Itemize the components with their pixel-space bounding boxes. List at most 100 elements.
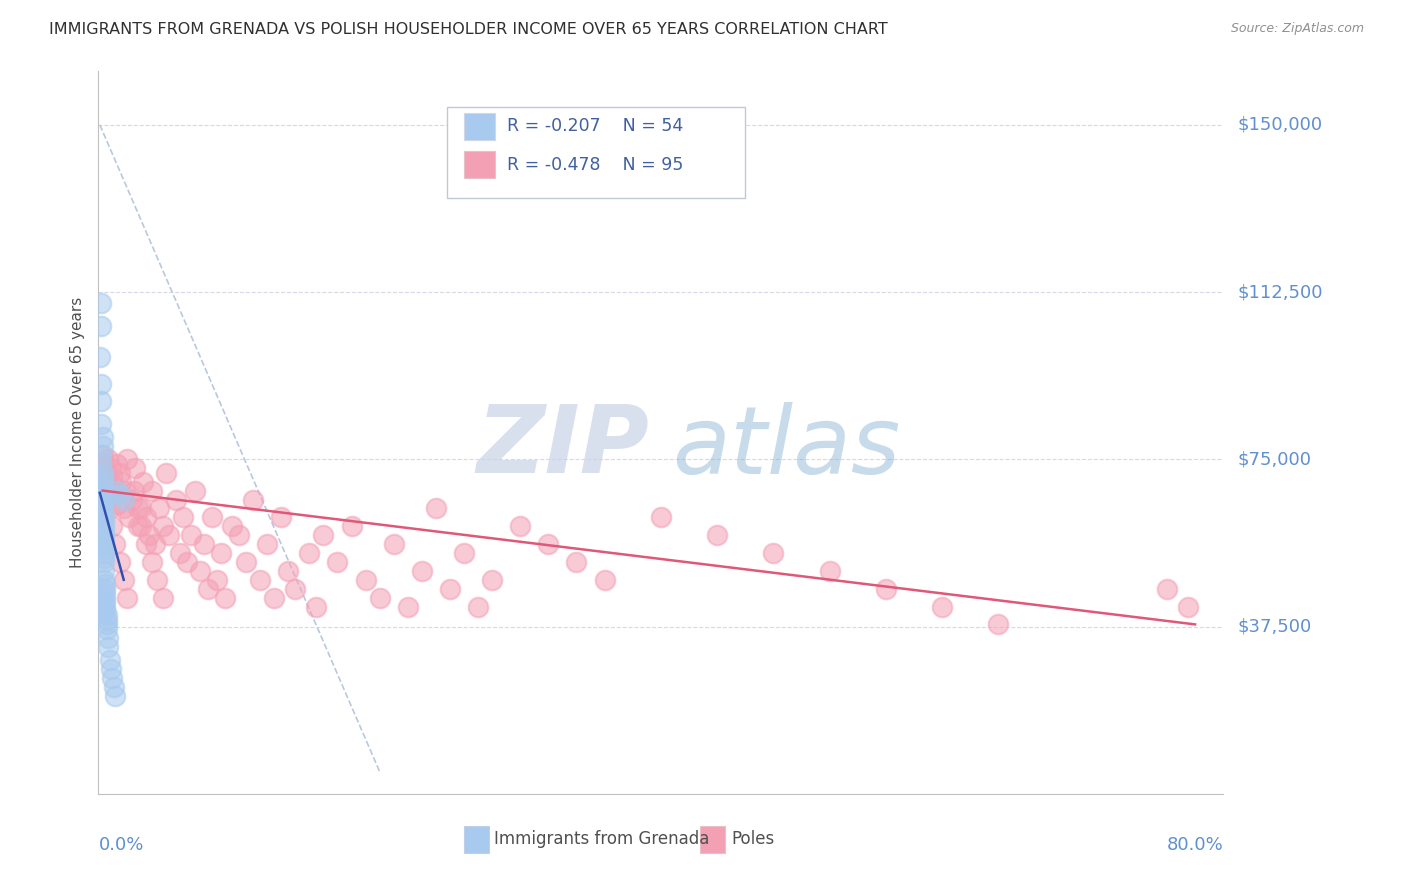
Point [104, 537, 127, 551]
Point [305, 599, 328, 614]
Point [96, 622, 118, 636]
Point [104, 488, 127, 502]
Point [650, 510, 672, 524]
Point [277, 564, 299, 578]
Point [312, 528, 335, 542]
Text: Poles: Poles [731, 830, 775, 848]
Text: IMMIGRANTS FROM GRENADA VS POLISH HOUSEHOLDER INCOME OVER 65 YEARS CORRELATION C: IMMIGRANTS FROM GRENADA VS POLISH HOUSEH… [49, 22, 889, 37]
Point [122, 483, 145, 498]
Point [706, 528, 728, 542]
Point [91, 430, 114, 444]
Point [103, 680, 125, 694]
Point [96, 613, 118, 627]
Point [90, 318, 112, 333]
Point [127, 519, 149, 533]
Point [91, 448, 114, 462]
Point [453, 546, 475, 560]
Point [818, 564, 841, 578]
Point [169, 546, 191, 560]
Point [114, 483, 136, 498]
Point [110, 475, 132, 489]
Point [112, 501, 135, 516]
Point [98, 653, 121, 667]
Point [155, 466, 177, 480]
Y-axis label: Householder Income Over 65 years: Householder Income Over 65 years [70, 297, 86, 568]
Point [209, 546, 232, 560]
Text: 0.0%: 0.0% [98, 836, 143, 854]
Point [284, 582, 307, 596]
Point [93, 510, 115, 524]
Point [96, 608, 118, 623]
Point [129, 519, 152, 533]
Point [96, 617, 118, 632]
Point [93, 541, 115, 556]
Point [188, 564, 211, 578]
Point [118, 510, 141, 524]
Point [180, 528, 202, 542]
Point [101, 671, 124, 685]
Point [93, 546, 115, 560]
Point [242, 492, 264, 507]
Point [91, 479, 114, 493]
Text: Immigrants from Grenada: Immigrants from Grenada [495, 830, 710, 848]
Point [100, 662, 122, 676]
Point [112, 492, 135, 507]
Point [93, 533, 115, 547]
Point [90, 448, 112, 462]
Point [90, 296, 112, 310]
Point [97, 640, 120, 654]
Point [129, 501, 152, 516]
Point [249, 573, 271, 587]
Point [94, 591, 117, 605]
Point [1177, 599, 1199, 614]
Point [382, 537, 405, 551]
Point [509, 519, 531, 533]
Point [93, 550, 115, 565]
Point [94, 599, 117, 614]
Point [411, 564, 433, 578]
Point [91, 488, 114, 502]
Text: $150,000: $150,000 [1237, 116, 1322, 134]
Point [93, 555, 115, 569]
Text: $75,000: $75,000 [1237, 450, 1312, 468]
Point [115, 591, 138, 605]
Point [221, 519, 243, 533]
Point [141, 483, 163, 498]
Point [91, 506, 114, 520]
Text: R = -0.207    N = 54: R = -0.207 N = 54 [506, 117, 683, 136]
Point [165, 492, 187, 507]
Point [108, 555, 131, 569]
Text: atlas: atlas [672, 401, 900, 492]
Point [91, 497, 114, 511]
Point [91, 501, 114, 516]
Point [94, 466, 117, 480]
Text: Source: ZipAtlas.com: Source: ZipAtlas.com [1230, 22, 1364, 36]
Point [107, 497, 129, 511]
Text: R = -0.478    N = 95: R = -0.478 N = 95 [506, 155, 683, 174]
Point [132, 475, 155, 489]
Point [101, 519, 124, 533]
Point [172, 510, 194, 524]
Point [93, 537, 115, 551]
Point [135, 510, 157, 524]
Point [98, 483, 121, 498]
Point [235, 555, 257, 569]
Point [90, 394, 112, 409]
Point [90, 417, 112, 431]
Point [93, 519, 115, 533]
Point [127, 501, 149, 516]
Point [90, 376, 112, 391]
Point [93, 515, 115, 529]
Point [298, 546, 321, 560]
FancyBboxPatch shape [464, 151, 495, 178]
Point [91, 492, 114, 507]
Point [101, 470, 124, 484]
Point [481, 573, 503, 587]
Point [91, 439, 114, 453]
Point [96, 475, 118, 489]
Point [135, 537, 157, 551]
Point [1156, 582, 1178, 596]
Point [425, 501, 447, 516]
Point [112, 573, 135, 587]
Point [91, 466, 114, 480]
